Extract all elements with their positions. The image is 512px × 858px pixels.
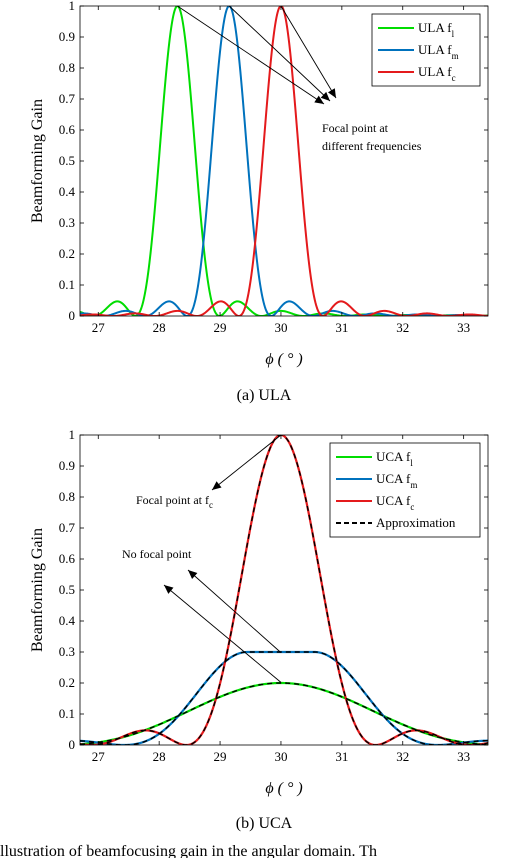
chart-panel-uca: 0 0.1 0.2 0.3 0.4 0.5 0.6 0.7 0.8 0.9 1 27 28 29 30 31 3… (29, 427, 489, 832)
annotation-arrow-head (314, 95, 324, 104)
annotation-text: different frequencies (322, 139, 422, 153)
no-focal-arrow (163, 584, 282, 683)
no-focal-arrow-head (164, 585, 174, 594)
x-tick-label: 33 (457, 320, 470, 335)
y-tick-label: 0.2 (59, 246, 75, 261)
series-line-l (80, 6, 488, 316)
panel-caption: (a) ULA (237, 387, 292, 404)
legend-entry: ULA fm (418, 42, 459, 61)
y-tick-label: 0.3 (59, 215, 75, 230)
y-tick-label: 0.4 (59, 613, 76, 628)
annotation-arrow-head (320, 91, 330, 101)
x-tick-label: 29 (214, 320, 227, 335)
y-tick-label: 0.1 (59, 706, 75, 721)
legend-entry: UCA fc (376, 493, 414, 512)
legend-box (329, 442, 481, 538)
x-tick-label: 28 (153, 749, 166, 764)
y-tick-label: 0.7 (59, 520, 76, 535)
legend-entry: UCA fl (376, 449, 413, 468)
focal-arrow (211, 434, 282, 491)
annotation-arrow (280, 5, 337, 99)
x-axis-label: ϕ ( ° ) (265, 780, 302, 797)
legend-entry: UCA fm (376, 471, 417, 490)
y-tick-label: 0.6 (59, 122, 76, 137)
x-tick-label: 31 (335, 749, 348, 764)
y-tick-label: 0.5 (59, 153, 75, 168)
x-tick-label: 29 (214, 749, 227, 764)
y-tick-label: 0 (69, 737, 76, 752)
footer-text: llustration of beamfocusing gain in the … (0, 843, 377, 858)
y-tick-label: 0.1 (59, 277, 75, 292)
annotation-text: Focal point at (322, 121, 389, 135)
x-axis-label: ϕ ( ° ) (265, 351, 302, 368)
y-axis-label: Beamforming Gain (29, 528, 46, 652)
legend-entry: ULA fc (418, 64, 456, 83)
annotation-arrow (177, 5, 325, 105)
y-tick-label: 0.9 (59, 458, 75, 473)
plot-area (80, 435, 488, 745)
x-tick-label: 27 (92, 320, 106, 335)
y-tick-label: 1 (69, 427, 76, 442)
annotation-arrow (228, 5, 331, 102)
no-focal-arrow (187, 569, 282, 653)
y-tick-label: 1 (69, 0, 76, 13)
no-focal-arrow-head (188, 570, 198, 579)
chart-panel-ula: 0 0.1 0.2 0.3 0.4 0.5 0.6 0.7 0.8 0.9 1 27 28 29 30 31 3… (29, 0, 489, 404)
x-tick-label: 30 (274, 320, 287, 335)
y-tick-label: 0.3 (59, 644, 75, 659)
legend-entry: Approximation (376, 515, 456, 530)
no-focal-annotation: No focal point (122, 547, 192, 561)
approximation-line-0 (80, 682, 488, 745)
y-tick-label: 0.2 (59, 675, 75, 690)
x-tick-label: 32 (396, 749, 409, 764)
focal-annotation: Focal point at fc (136, 493, 213, 510)
y-axis-label: Beamforming Gain (29, 99, 46, 223)
annotation-arrow-head (327, 88, 336, 98)
x-tick-label: 31 (335, 320, 348, 335)
panel-caption: (b) UCA (236, 815, 293, 832)
y-tick-label: 0.7 (59, 91, 76, 106)
series-line-l (80, 681, 488, 745)
legend-entry: ULA fl (418, 20, 455, 39)
series-line-m (80, 650, 488, 745)
y-tick-label: 0 (69, 308, 76, 323)
x-tick-label: 28 (153, 320, 166, 335)
series-line-c (80, 435, 488, 745)
x-tick-label: 27 (92, 749, 106, 764)
focal-arrow-head (212, 481, 222, 490)
y-tick-label: 0.5 (59, 582, 75, 597)
x-tick-label: 33 (457, 749, 470, 764)
y-tick-label: 0.6 (59, 551, 76, 566)
y-tick-label: 0.9 (59, 29, 75, 44)
y-tick-label: 0.8 (59, 60, 75, 75)
y-tick-label: 0.8 (59, 489, 75, 504)
y-tick-label: 0.4 (59, 184, 76, 199)
x-tick-label: 32 (396, 320, 409, 335)
x-tick-label: 30 (274, 749, 287, 764)
legend: ULA fl ULA fm ULA fc (371, 13, 481, 87)
legend: UCA fl UCA fm UCA fc Approximation (329, 442, 481, 538)
